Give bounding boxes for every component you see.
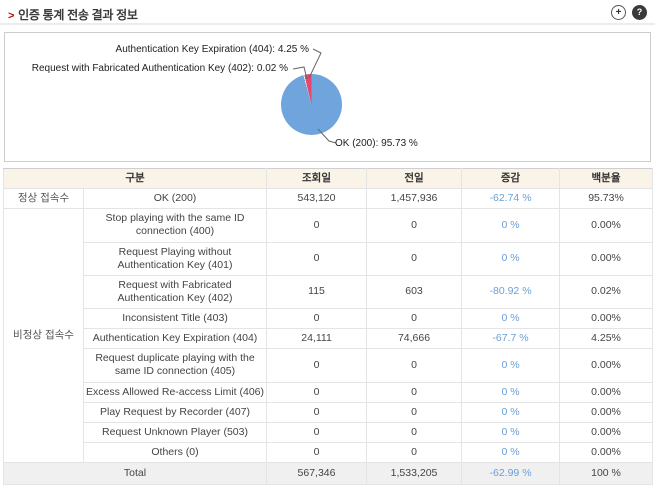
total-pct: 100 % [559,462,654,485]
row-prev: 0 [366,421,463,443]
col-header-percent: 백분율 [559,167,654,190]
title-bar: > 인증 통계 전송 결과 정보 + ? [0,0,655,25]
table-row: Excess Allowed Re-access Limit (406) 0 0… [4,381,654,403]
row-pct: 0.00% [559,441,654,464]
col-header-change: 증감 [461,167,561,190]
page-title-text: 인증 통계 전송 결과 정보 [18,8,138,22]
row-today: 0 [266,241,368,276]
row-change: 0 % [461,208,561,243]
row-today: 24,111 [266,328,368,350]
row-prev: 0 [366,381,463,403]
col-header-yesterday: 전일 [366,167,463,190]
pie [281,74,342,135]
col-header-today: 조회일 [266,167,368,190]
row-name: Play Request by Recorder (407) [82,401,268,423]
row-today: 0 [266,208,368,243]
row-name: Inconsistent Title (403) [82,307,268,330]
row-today: 0 [266,421,368,443]
group-abnormal: 비정상 접속수 [3,208,84,463]
page-title: > 인증 통계 전송 결과 정보 [8,6,138,23]
row-pct: 0.00% [559,307,654,330]
table-row: Others (0) 0 0 0 % 0.00% [4,441,654,464]
row-name: Stop playing with the same ID connection… [82,208,268,243]
row-pct: 0.00% [559,421,654,443]
row-prev: 603 [366,274,463,310]
row-today: 0 [266,441,368,464]
table-row: Authentication Key Expiration (404) 24,1… [4,328,654,350]
chart-panel: Authentication Key Expiration (404): 4.2… [4,32,651,162]
total-today: 567,346 [266,462,368,485]
row-prev: 74,666 [366,328,463,350]
row-pct: 0.00% [559,401,654,423]
row-prev: 1,457,936 [366,188,463,210]
row-change: -80.92 % [461,274,561,310]
row-name: Request Playing without Authentication K… [82,241,268,276]
total-change: -62.99 % [461,462,561,485]
help-icon[interactable]: ? [632,5,647,20]
expand-icon[interactable]: + [611,5,626,20]
pie-label-ok: OK (200): 95.73 % [335,138,418,149]
total-prev: 1,533,205 [366,462,463,485]
row-name: Request with Fabricated Authentication K… [82,274,268,310]
row-pct: 95.73% [559,188,654,210]
table-row: Request Unknown Player (503) 0 0 0 % 0.0… [4,421,654,443]
row-pct: 0.00% [559,348,654,383]
row-change: 0 % [461,421,561,443]
row-today: 115 [266,274,368,310]
section-arrow-icon: > [8,10,15,22]
row-prev: 0 [366,401,463,423]
row-today: 0 [266,381,368,403]
row-change: -67.7 % [461,328,561,350]
table-row: Request with Fabricated Authentication K… [4,274,654,310]
row-prev: 0 [366,241,463,276]
row-pct: 4.25% [559,328,654,350]
row-today: 0 [266,307,368,330]
table-row: 비정상 접속수 Stop playing with the same ID co… [3,208,654,463]
row-name: Others (0) [82,441,268,464]
row-name: Request Unknown Player (503) [82,421,268,443]
row-pct: 0.00% [559,381,654,403]
leader-lines [292,48,337,144]
row-today: 0 [266,348,368,383]
table-row: 정상 접속수 OK (200) 543,120 1,457,936 -62.74… [3,188,654,210]
row-name: OK (200) [82,188,268,210]
col-header-category: 구분 [2,167,268,190]
row-name: Request duplicate playing with the same … [82,348,268,383]
row-name: Authentication Key Expiration (404) [82,328,268,350]
row-change: 0 % [461,401,561,423]
header-row: 구분 조회일 전일 증감 백분율 [2,167,654,190]
total-label: Total [2,462,268,485]
row-change: -62.74 % [461,188,561,210]
row-change: 0 % [461,381,561,403]
row-change: 0 % [461,441,561,464]
row-prev: 0 [366,441,463,464]
row-pct: 0.02% [559,274,654,310]
row-prev: 0 [366,307,463,330]
row-today: 0 [266,401,368,423]
stats-table: 구분 조회일 전일 증감 백분율 정상 접속수 OK (200) 543,120… [2,167,654,485]
row-name: Excess Allowed Re-access Limit (406) [82,381,268,403]
table-row: Request duplicate playing with the same … [4,348,654,383]
row-change: 0 % [461,241,561,276]
row-pct: 0.00% [559,241,654,276]
table-row: Request Playing without Authentication K… [4,241,654,276]
total-row: Total 567,346 1,533,205 -62.99 % 100 % [2,462,654,485]
table-row: Inconsistent Title (403) 0 0 0 % 0.00% [4,307,654,330]
row-prev: 0 [366,348,463,383]
row-pct: 0.00% [559,208,654,243]
group-normal: 정상 접속수 [3,188,84,210]
toolbar: + ? [611,5,647,20]
row-change: 0 % [461,348,561,383]
table-row: Play Request by Recorder (407) 0 0 0 % 0… [4,401,654,423]
row-prev: 0 [366,208,463,243]
row-today: 543,120 [266,188,368,210]
pie-label-404: Authentication Key Expiration (404): 4.2… [115,44,309,55]
pie-label-402: Request with Fabricated Authentication K… [31,63,288,74]
row-change: 0 % [461,307,561,330]
